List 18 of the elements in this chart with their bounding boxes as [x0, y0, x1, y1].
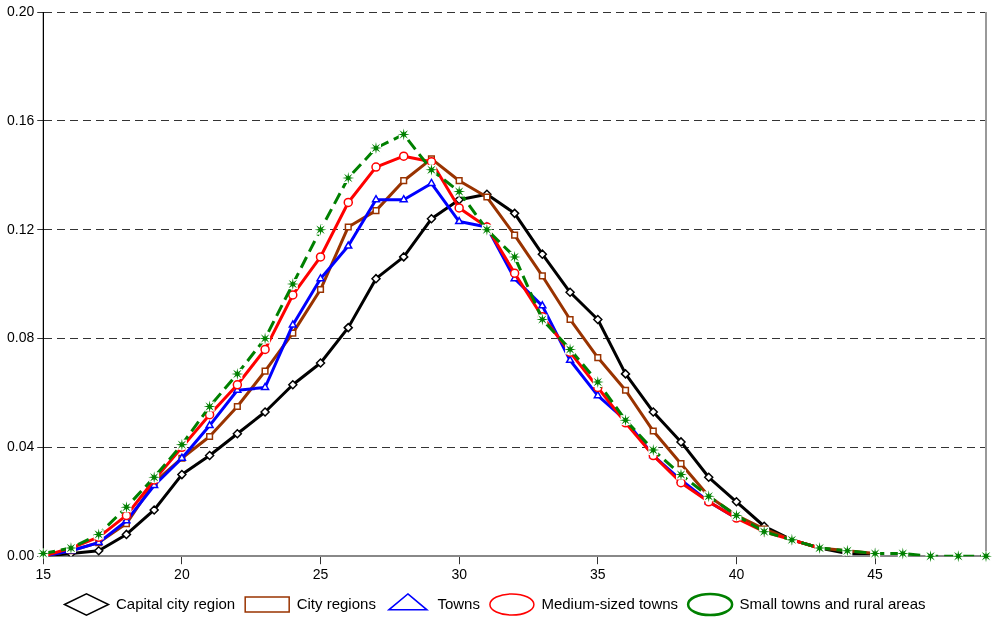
y-tick-label: 0.16 [7, 111, 35, 128]
legend-label: Capital city region [115, 594, 236, 612]
legend-label: Towns [437, 594, 480, 612]
x-tick-label: 35 [590, 566, 606, 583]
legend-label: Small towns and rural areas [739, 594, 926, 612]
x-tick-label: 20 [174, 566, 190, 583]
y-tick-label: 0.04 [7, 438, 35, 455]
y-tick-label: 0.20 [7, 2, 35, 19]
legend-label: City regions [296, 594, 376, 612]
y-tick-label: 0.12 [7, 220, 35, 237]
x-tick-label: 15 [35, 566, 52, 583]
x-tick-label: 40 [728, 566, 745, 583]
x-tick-label: 30 [451, 566, 468, 583]
legend-label: Medium-sized towns [541, 594, 679, 612]
x-tick-label: 25 [312, 566, 329, 583]
x-tick-label: 45 [867, 566, 884, 583]
y-tick-label: 0.00 [7, 547, 35, 564]
y-tick-label: 0.08 [7, 329, 35, 346]
